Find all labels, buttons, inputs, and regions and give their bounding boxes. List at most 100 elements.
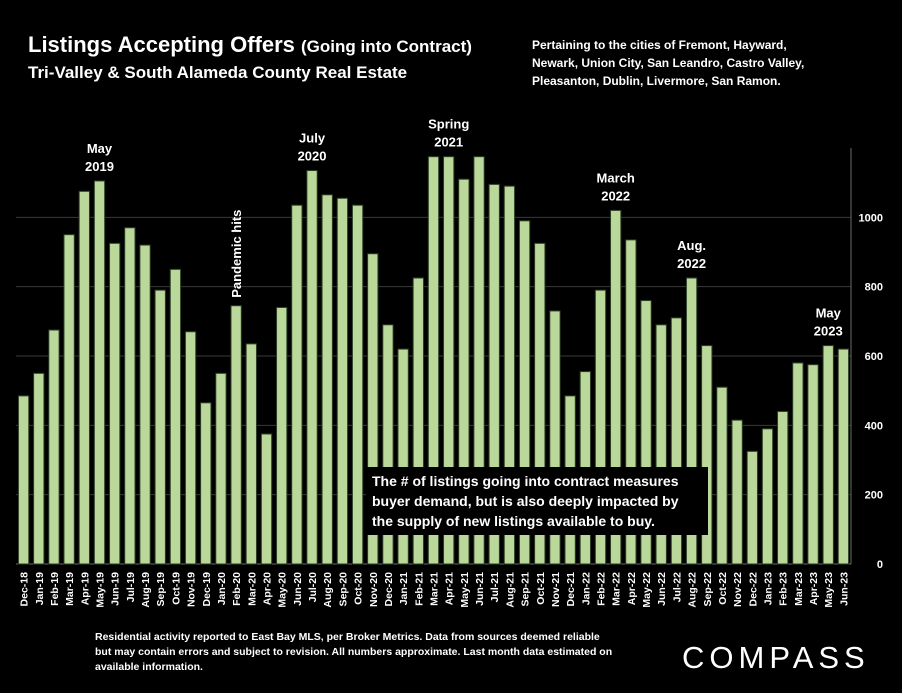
x-tick-label: Dec-19	[201, 572, 213, 607]
x-tick-label: May-20	[277, 572, 289, 608]
annotation-label: 2022	[601, 188, 630, 203]
y-tick-label: 200	[865, 490, 883, 502]
chart-title: Listings Accepting Offers (Going into Co…	[28, 32, 472, 60]
x-tick-label: Sep-20	[337, 572, 349, 607]
annotation-label: Spring	[428, 117, 469, 132]
x-tick-label: Jan-20	[216, 572, 228, 605]
callout-text: The # of listings going into contract me…	[366, 467, 708, 535]
bar	[610, 209, 622, 565]
cities-note: Pertaining to the cities of Fremont, Hay…	[532, 38, 805, 88]
annotation-label: May	[816, 306, 842, 321]
x-tick-label: Jul-19	[125, 572, 137, 603]
x-tick-label: Jan-22	[580, 572, 592, 605]
bar	[184, 331, 197, 565]
x-tick-label: Feb-21	[413, 572, 425, 606]
x-tick-label: Mar-19	[64, 572, 76, 606]
x-tick-label: Nov-22	[732, 572, 744, 607]
x-tick-label: Mar-23	[793, 572, 805, 606]
x-tick-label: Aug-21	[504, 572, 516, 608]
x-tick-label: Dec-21	[565, 572, 577, 607]
bar	[534, 242, 546, 565]
title-text: Listings Accepting Offers	[28, 32, 295, 57]
x-tick-label: Feb-23	[778, 572, 790, 606]
bar	[321, 194, 333, 565]
bar	[625, 239, 637, 565]
bar	[518, 220, 531, 565]
x-tick-label: Oct-21	[535, 572, 547, 605]
x-tick-label: Jan-19	[34, 572, 46, 605]
bar	[109, 242, 121, 565]
bar	[488, 183, 500, 565]
bar	[549, 310, 561, 565]
bar	[427, 156, 440, 565]
x-tick-label: Jan-23	[763, 572, 775, 605]
bar	[139, 244, 151, 565]
bar	[777, 410, 789, 565]
bar	[670, 317, 683, 565]
x-tick-label: May-19	[95, 572, 107, 608]
x-tick-label: Dec-20	[383, 572, 395, 607]
x-tick-label: Sep-19	[155, 572, 167, 607]
x-tick-label: Jun-20	[292, 572, 304, 606]
x-tick-label: Sep-21	[520, 572, 532, 607]
x-tick-label: Oct-19	[170, 572, 182, 605]
bar	[716, 386, 728, 565]
bars	[17, 156, 850, 565]
x-tick-label: Jun-22	[656, 572, 668, 606]
bar	[746, 450, 758, 565]
compass-logo: COMPASS	[682, 640, 870, 675]
bar	[807, 364, 819, 565]
x-tick-label: Apr-20	[262, 572, 274, 605]
bar	[17, 395, 30, 565]
x-tick-label: Dec-18	[19, 572, 31, 607]
x-tick-label: Jun-21	[474, 572, 486, 606]
title-block: Listings Accepting Offers (Going into Co…	[28, 32, 472, 83]
bar	[397, 348, 409, 565]
bar	[792, 362, 804, 565]
x-tick-label: Aug-19	[140, 572, 152, 608]
annotation-label: 2021	[434, 135, 463, 150]
bar	[306, 170, 318, 565]
annotations: May 2019 Pandemic hits July 2020 Spring 2021 Ma…	[85, 117, 843, 339]
x-tick-label: Feb-20	[231, 572, 243, 606]
x-tick-label: Mar-22	[611, 572, 623, 606]
annotation-label: 2019	[85, 159, 114, 174]
bar	[503, 185, 516, 565]
bar	[276, 306, 288, 565]
bar	[169, 268, 182, 565]
bar	[822, 345, 834, 565]
bar	[215, 372, 227, 565]
x-tick-label: Jul-22	[671, 572, 683, 603]
x-tick-label: Aug-20	[322, 572, 334, 608]
x-tick-label: Sep-22	[702, 572, 714, 607]
bar	[458, 178, 470, 565]
bar	[78, 190, 90, 565]
bar	[48, 329, 60, 565]
x-tick-label: Oct-22	[717, 572, 729, 605]
annotation-label: 2022	[677, 256, 706, 271]
annotation-label: July	[299, 131, 326, 146]
bar	[701, 345, 713, 565]
x-tick-label: May-23	[823, 572, 835, 608]
y-tick-labels: 0 200 400 600 800 1000	[859, 212, 883, 571]
bar	[382, 324, 394, 565]
source-footnote: Residential activity reported to East Ba…	[95, 631, 613, 673]
y-tick-label: 600	[865, 351, 883, 363]
title-parenthetical: (Going into Contract)	[301, 37, 472, 56]
bar	[200, 402, 212, 565]
x-tick-label: Nov-20	[368, 572, 380, 607]
bar	[260, 433, 273, 565]
bar	[837, 348, 850, 565]
x-tick-label: May-22	[641, 572, 653, 608]
annotation-label: 2023	[814, 324, 843, 339]
bar	[473, 156, 485, 565]
bar	[351, 204, 364, 565]
x-tick-label: Nov-19	[186, 572, 198, 607]
bar	[33, 372, 45, 565]
x-tick-labels: Dec-18 Jan-19 Feb-19 Mar-19 Apr-19 May-19 Jun-…	[19, 572, 851, 608]
y-tick-label: 0	[877, 559, 883, 571]
annotation-label: 2020	[298, 149, 327, 164]
annotation-label: Aug.	[677, 238, 706, 253]
x-tick-label: Feb-19	[49, 572, 61, 606]
bar	[731, 419, 743, 565]
